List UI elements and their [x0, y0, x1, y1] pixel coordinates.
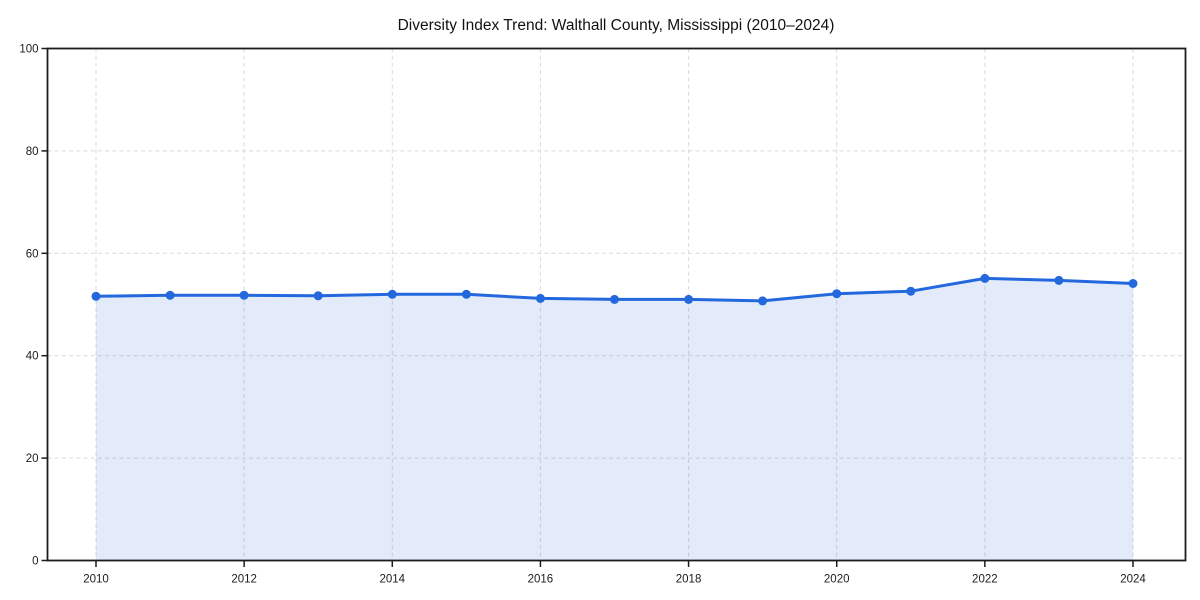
data-point-marker — [758, 296, 768, 306]
data-point-marker — [906, 286, 916, 296]
x-tick-label: 2016 — [528, 574, 554, 586]
data-point-marker — [91, 291, 101, 301]
axes-layer — [41, 47, 1187, 567]
tick-labels-layer: 0 20 40 60 80 100 2010 2012 2014 2016 2018 2020 2022… — [19, 44, 1146, 586]
x-tick-label: 2020 — [824, 574, 850, 586]
y-tick-label: 0 — [32, 556, 38, 568]
x-tick-label: 2014 — [379, 574, 405, 586]
data-point-marker — [610, 294, 619, 304]
data-point-marker — [1054, 275, 1064, 285]
series-layer — [91, 273, 1138, 561]
data-point-marker — [832, 289, 842, 299]
data-point-marker — [980, 273, 990, 283]
chart-title: Diversity Index Trend: Walthall County, … — [398, 17, 835, 34]
x-tick-label: 2012 — [231, 574, 257, 586]
data-point-marker — [239, 290, 249, 300]
data-point-marker — [684, 294, 694, 304]
series-area-fill — [96, 278, 1133, 561]
data-point-marker — [313, 291, 323, 301]
data-point-marker — [165, 290, 175, 300]
data-point-marker — [535, 293, 545, 303]
y-tick-label: 60 — [26, 248, 39, 260]
x-tick-label: 2022 — [972, 574, 998, 586]
data-point-marker — [461, 289, 471, 299]
y-tick-label: 100 — [19, 44, 38, 56]
y-tick-label: 20 — [26, 453, 39, 465]
grid-layer — [47, 48, 1186, 561]
x-tick-label: 2018 — [676, 574, 702, 586]
data-point-marker — [387, 289, 397, 299]
y-tick-label: 80 — [26, 146, 39, 158]
y-tick-label: 40 — [26, 351, 39, 363]
x-tick-label: 2024 — [1120, 574, 1146, 586]
x-tick-label: 2010 — [83, 574, 109, 586]
data-point-marker — [1128, 279, 1138, 288]
plot-border — [46, 47, 1187, 562]
